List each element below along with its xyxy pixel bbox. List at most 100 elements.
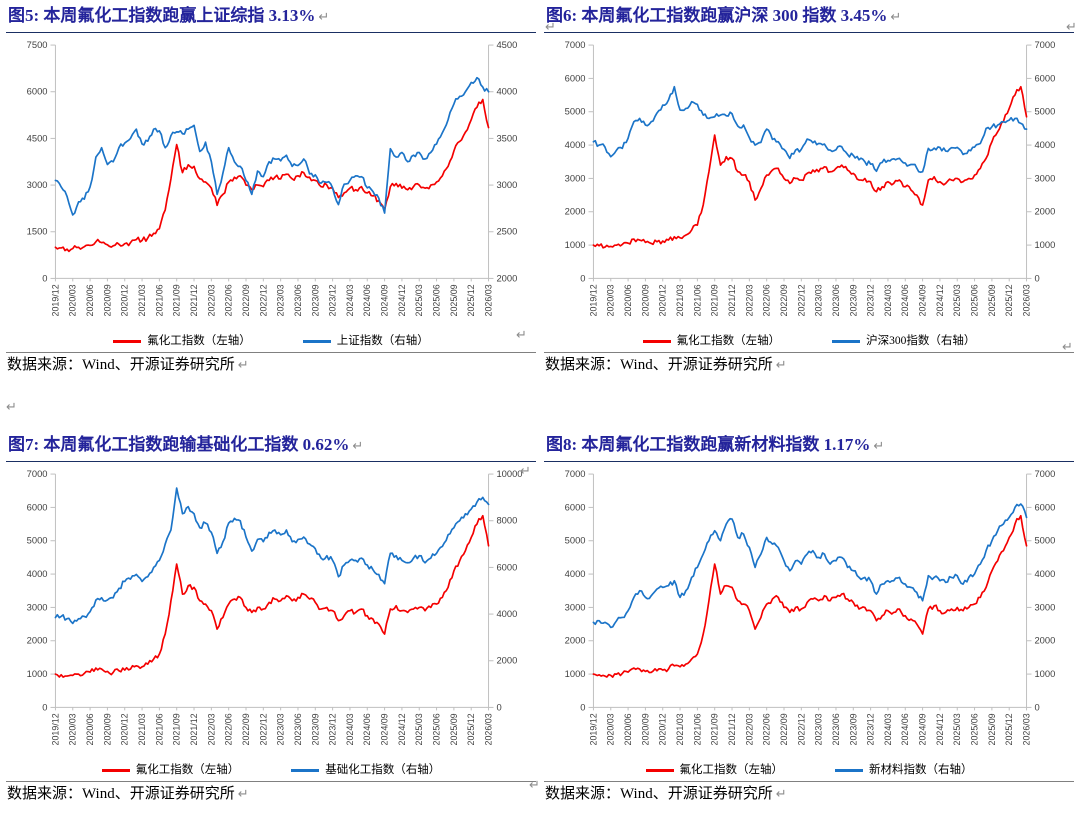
svg-text:2022/09: 2022/09 bbox=[241, 713, 251, 745]
svg-text:2024/03: 2024/03 bbox=[345, 284, 355, 316]
line-chart-canvas: 0 1000 2000 3000 4000 5000 6000 7000 0 2000 4000 60… bbox=[27, 468, 523, 745]
figure-title: 图7: 本周氟化工指数跑输基础化工指数 0.62% ↵ bbox=[6, 433, 536, 462]
svg-text:2022/03: 2022/03 bbox=[206, 284, 216, 316]
data-source-note: 数据来源：Wind、开源证券研究所 ↵ bbox=[6, 781, 536, 806]
legend-item: 上证指数（右轴） bbox=[302, 334, 429, 348]
svg-text:2025/03: 2025/03 bbox=[952, 713, 962, 745]
svg-text:7000: 7000 bbox=[565, 468, 586, 479]
svg-text:2023/09: 2023/09 bbox=[310, 713, 320, 745]
svg-text:2023/06: 2023/06 bbox=[293, 284, 303, 316]
figure-title: 图5: 本周氟化工指数跑赢上证综指 3.13% ↵ bbox=[6, 4, 536, 33]
svg-text:2025/06: 2025/06 bbox=[432, 713, 442, 745]
red-series-swatch bbox=[101, 768, 130, 772]
legend-item: 新材料指数（右轴） bbox=[835, 763, 973, 777]
legend-label: 上证指数（右轴） bbox=[336, 335, 429, 347]
legend-item: 氟化工指数（左轴） bbox=[113, 334, 251, 348]
svg-text:0: 0 bbox=[1034, 701, 1039, 712]
paragraph-return-icon: ↵ bbox=[520, 464, 531, 479]
svg-text:2023/09: 2023/09 bbox=[848, 713, 858, 745]
svg-text:2021/06: 2021/06 bbox=[692, 713, 702, 745]
svg-text:6000: 6000 bbox=[27, 501, 48, 512]
svg-text:4500: 4500 bbox=[496, 39, 517, 50]
chart-legend: 氟化工指数（左轴） 上证指数（右轴） bbox=[6, 334, 536, 348]
svg-text:8000: 8000 bbox=[496, 515, 517, 526]
figure-title-text: 图6: 本周氟化工指数跑赢沪深 300 指数 3.45% bbox=[546, 6, 888, 25]
svg-text:2020/12: 2020/12 bbox=[120, 284, 130, 316]
data-source-text: 数据来源：Wind、开源证券研究所 bbox=[7, 786, 235, 802]
svg-text:2022/12: 2022/12 bbox=[258, 713, 268, 745]
svg-text:2021/09: 2021/09 bbox=[172, 284, 182, 316]
svg-text:2020/06: 2020/06 bbox=[623, 284, 633, 316]
legend-label: 氟化工指数（左轴） bbox=[679, 764, 784, 776]
svg-text:2000: 2000 bbox=[565, 635, 586, 646]
svg-text:2000: 2000 bbox=[1034, 635, 1055, 646]
svg-text:7000: 7000 bbox=[1034, 468, 1055, 479]
svg-text:6000: 6000 bbox=[565, 72, 586, 83]
legend-label: 新材料指数（右轴） bbox=[869, 764, 973, 776]
svg-text:4000: 4000 bbox=[1034, 568, 1055, 579]
data-source-note: 数据来源：Wind、开源证券研究所 ↵ bbox=[6, 352, 536, 377]
svg-text:1000: 1000 bbox=[1034, 239, 1055, 250]
blue-series-swatch bbox=[832, 339, 861, 343]
svg-text:2023/06: 2023/06 bbox=[831, 284, 841, 316]
svg-text:2024/06: 2024/06 bbox=[362, 713, 372, 745]
svg-text:2000: 2000 bbox=[496, 655, 517, 666]
svg-text:0: 0 bbox=[1034, 272, 1039, 283]
svg-text:3000: 3000 bbox=[565, 172, 586, 183]
line-chart-canvas: 0 1000 2000 3000 4000 5000 6000 7000 0 1000 2000 30… bbox=[565, 468, 1056, 745]
svg-text:0: 0 bbox=[496, 701, 501, 712]
figure-title-text: 图8: 本周氟化工指数跑赢新材料指数 1.17% bbox=[546, 435, 871, 454]
legend-item: 氟化工指数（左轴） bbox=[645, 763, 784, 777]
svg-text:2021/06: 2021/06 bbox=[154, 713, 164, 745]
svg-text:2021/06: 2021/06 bbox=[154, 284, 164, 316]
svg-text:2020/03: 2020/03 bbox=[68, 284, 78, 316]
svg-text:2025/12: 2025/12 bbox=[466, 284, 476, 316]
paragraph-return-icon: ↵ bbox=[775, 787, 787, 802]
svg-text:2025/12: 2025/12 bbox=[466, 713, 476, 745]
svg-text:2022/09: 2022/09 bbox=[779, 284, 789, 316]
figure-title-text: 图7: 本周氟化工指数跑输基础化工指数 0.62% bbox=[8, 435, 350, 454]
svg-text:2023/06: 2023/06 bbox=[831, 713, 841, 745]
svg-text:2000: 2000 bbox=[565, 206, 586, 217]
svg-text:2000: 2000 bbox=[1034, 206, 1055, 217]
svg-text:2025/12: 2025/12 bbox=[1004, 284, 1014, 316]
svg-text:2024/03: 2024/03 bbox=[883, 284, 893, 316]
red-series-swatch bbox=[113, 339, 142, 343]
svg-text:5000: 5000 bbox=[565, 106, 586, 117]
svg-text:2020/06: 2020/06 bbox=[85, 713, 95, 745]
svg-text:2022/03: 2022/03 bbox=[206, 713, 216, 745]
svg-text:2020/12: 2020/12 bbox=[120, 713, 130, 745]
svg-text:2000: 2000 bbox=[496, 272, 517, 283]
svg-text:2023/03: 2023/03 bbox=[276, 284, 286, 316]
svg-text:7000: 7000 bbox=[27, 468, 48, 479]
svg-text:2024/09: 2024/09 bbox=[918, 284, 928, 316]
svg-text:2025/06: 2025/06 bbox=[970, 713, 980, 745]
svg-text:6000: 6000 bbox=[565, 501, 586, 512]
svg-text:2021/09: 2021/09 bbox=[710, 713, 720, 745]
paragraph-return-icon: ↵ bbox=[1066, 20, 1077, 35]
svg-text:2019/12: 2019/12 bbox=[50, 284, 60, 316]
svg-text:2022/12: 2022/12 bbox=[796, 284, 806, 316]
line-chart-canvas: 0 1500 3000 4500 6000 7500 2000 2500 3000 3500 400… bbox=[27, 39, 518, 316]
svg-text:2021/09: 2021/09 bbox=[710, 284, 720, 316]
svg-text:2025/09: 2025/09 bbox=[987, 713, 997, 745]
figure-title: 图6: 本周氟化工指数跑赢沪深 300 指数 3.45% ↵ bbox=[544, 4, 1074, 33]
svg-text:2020/09: 2020/09 bbox=[102, 713, 112, 745]
svg-text:2024/09: 2024/09 bbox=[918, 713, 928, 745]
legend-label: 沪深300指数（右轴） bbox=[866, 335, 976, 347]
svg-text:5000: 5000 bbox=[565, 535, 586, 546]
svg-text:2021/03: 2021/03 bbox=[675, 713, 685, 745]
figure-panel-8: 图8: 本周氟化工指数跑赢新材料指数 1.17% ↵ 0 1000 2000 3000 4… bbox=[544, 433, 1074, 806]
svg-text:2024/03: 2024/03 bbox=[883, 713, 893, 745]
svg-text:2022/12: 2022/12 bbox=[796, 713, 806, 745]
svg-text:6000: 6000 bbox=[1034, 72, 1055, 83]
svg-text:2022/06: 2022/06 bbox=[762, 713, 772, 745]
svg-text:2022/09: 2022/09 bbox=[241, 284, 251, 316]
figure-title-text: 图5: 本周氟化工指数跑赢上证综指 3.13% bbox=[8, 6, 316, 25]
chart-legend: 氟化工指数（左轴） 基础化工指数（右轴） bbox=[6, 763, 536, 777]
svg-text:2025/12: 2025/12 bbox=[1004, 713, 1014, 745]
legend-item: 基础化工指数（右轴） bbox=[291, 763, 440, 777]
figure-title: 图8: 本周氟化工指数跑赢新材料指数 1.17% ↵ bbox=[544, 433, 1074, 462]
paragraph-return-icon: ↵ bbox=[352, 439, 364, 454]
svg-text:7000: 7000 bbox=[1034, 39, 1055, 50]
